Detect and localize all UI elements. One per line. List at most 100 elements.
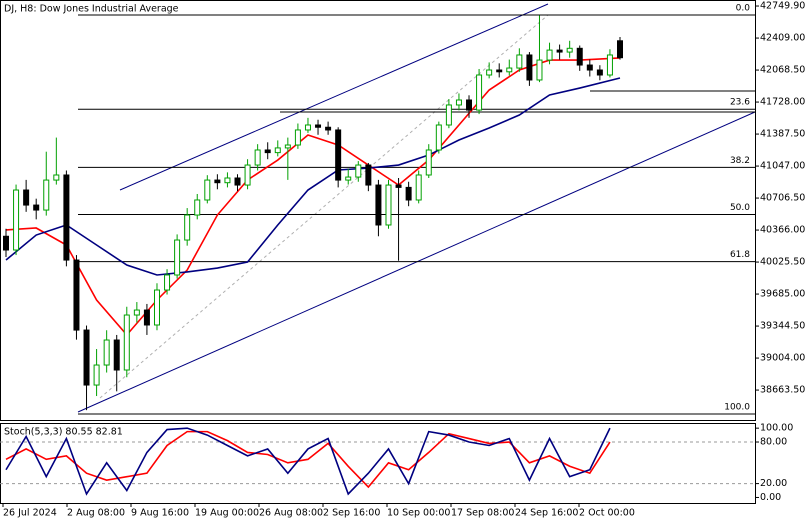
candle-body [566,47,573,53]
x-tick-label: 26 Aug 08:00 [259,508,323,519]
candle-body [466,99,473,111]
stoch-line [5,427,611,496]
candle-body [63,174,70,261]
stoch-tick-label: 20.00 [760,478,787,489]
candle-body [617,40,623,59]
candle-body [184,214,191,241]
candle-body [23,189,30,206]
candle-body [214,179,221,184]
candle-body [325,126,332,131]
candle-body [385,184,392,226]
fib-label: 23.6 [730,98,750,108]
candle-body [315,124,322,128]
x-tick-label: 24 Sep 16:00 [515,508,578,519]
candle-body [425,149,432,176]
candle-body [506,67,513,73]
candle-body [194,199,201,216]
candle-body [435,124,442,151]
fib-label: 0.0 [736,4,751,14]
candle-body [304,124,311,131]
candle-body [83,329,90,386]
candle-body [516,54,523,69]
y-tick-label: 41728.00 [760,97,805,108]
x-tick-label: 9 Aug 16:00 [131,508,189,519]
candle-body [113,339,120,371]
fib-label: 61.8 [730,250,750,260]
candle-body [153,289,160,326]
y-tick-label: 39685.00 [760,289,805,300]
y-tick-label: 39004.00 [760,353,805,364]
y-tick-label: 40025.50 [760,257,805,268]
candle-body [264,149,271,154]
candle-body [596,69,603,76]
channel-upper [119,3,549,191]
fib-label: 50.0 [730,203,750,213]
candle-body [606,54,613,76]
candle-body [405,186,412,201]
y-tick-label: 41047.00 [760,161,805,172]
candle-body [274,147,281,154]
candle-body [486,69,493,76]
candle-body [476,74,483,111]
candle-body [546,49,553,61]
candle-body [164,274,171,291]
candle-body [3,235,9,251]
candle-body [174,239,181,276]
y-tick-label: 42409.00 [760,33,805,44]
candle-body [536,59,543,81]
candle-body [133,309,140,316]
chart-title: DJ, H8: Dow Jones Industrial Average [4,4,179,15]
candle-body [576,47,583,66]
x-tick-label: 10 Sep 00:00 [387,508,450,519]
candle-body [284,144,291,149]
candle-body [143,309,150,326]
candle-body [526,54,533,81]
candle-body [103,339,110,366]
candle-body [93,364,100,386]
moving-average [5,57,621,337]
fib-label: 38.2 [730,156,750,166]
x-tick-label: 17 Sep 08:00 [451,508,514,519]
stoch-tick-label: 100.00 [760,423,793,434]
x-tick-label: 2 Aug 08:00 [67,508,125,519]
candle-body [445,104,452,126]
candle-body [13,189,20,251]
x-tick-label: 2 Sep 16:00 [323,508,380,519]
candle-body [234,177,241,186]
y-tick-label: 41387.50 [760,129,805,140]
candle-body [123,314,130,371]
candle-body [365,164,372,186]
candle-body [294,129,301,146]
candle-body [395,184,402,188]
candle-body [53,174,60,181]
candle-body [496,69,503,73]
candle-body [254,149,261,166]
fib-trend [99,14,549,399]
candle-body [335,129,342,181]
candle-body [415,174,422,201]
y-tick-label: 42749.90 [760,1,805,12]
y-tick-label: 42068.50 [760,65,805,76]
candle-body [204,179,211,201]
candle-body [43,179,50,211]
moving-average [5,77,621,276]
stoch-line [5,430,611,489]
y-tick-label: 38663.50 [760,385,805,396]
candle-body [33,204,40,211]
y-tick-label: 40706.50 [760,193,805,204]
candle-body [375,184,382,226]
y-tick-label: 39344.50 [760,321,805,332]
x-tick-label: 26 Jul 2024 [3,508,57,519]
stoch-tick-label: 80.00 [760,437,787,448]
x-tick-label: 19 Aug 00:00 [195,508,259,519]
candle-body [224,177,231,184]
candle-body [73,259,80,331]
candle-body [586,64,593,71]
stoch-label: Stoch(5,3,3) 80.55 82.81 [4,427,123,438]
stoch-tick-label: 0.00 [760,492,781,503]
candle-body [455,99,462,106]
candle-body [355,164,362,178]
y-tick-label: 40366.00 [760,225,805,236]
x-tick-label: 2 Oct 00:00 [579,508,635,519]
